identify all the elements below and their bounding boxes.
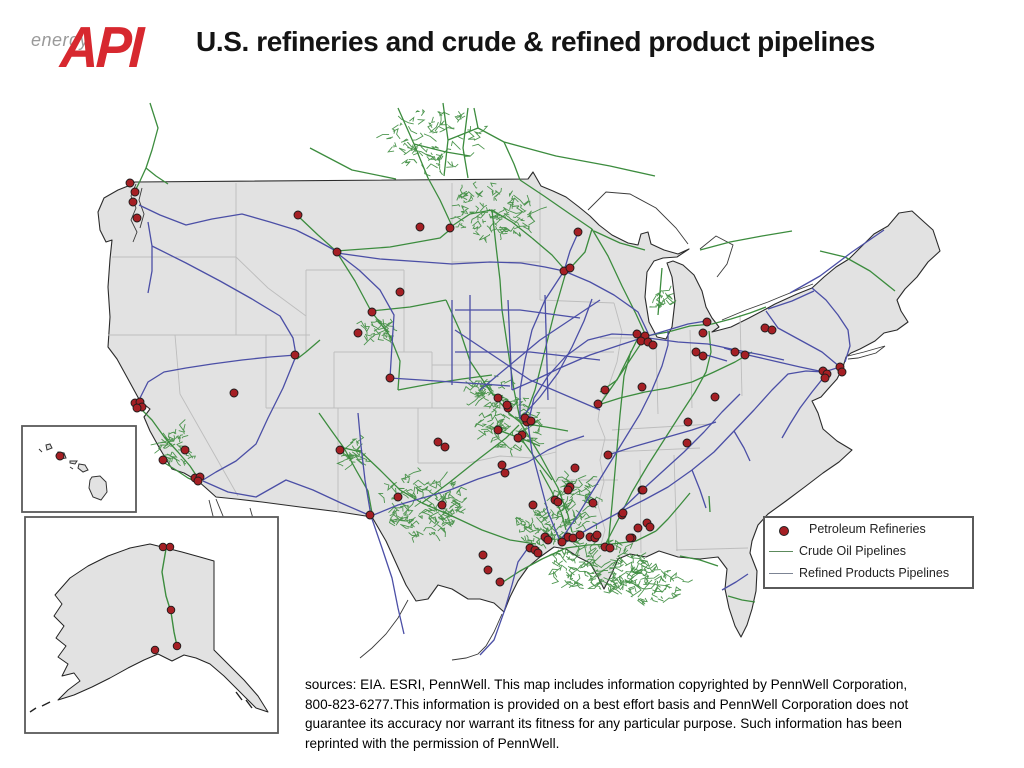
alaska-inset bbox=[24, 516, 279, 734]
page-title: U.S. refineries and crude & refined prod… bbox=[196, 26, 875, 57]
legend-label: Refined Products Pipelines bbox=[799, 566, 950, 580]
legend-row-products: Refined Products Pipelines bbox=[765, 562, 972, 584]
legend-row-refineries: Petroleum Refineries bbox=[765, 518, 972, 540]
products-line-icon bbox=[769, 573, 793, 574]
source-attribution-text: sources: EIA. ESRI, PennWell. This map i… bbox=[305, 677, 909, 751]
legend-label: Petroleum Refineries bbox=[809, 522, 926, 536]
hawaii-inset bbox=[21, 425, 137, 513]
refined-products-pipelines bbox=[136, 204, 885, 656]
refinery-dot-icon bbox=[779, 526, 789, 536]
map-legend: Petroleum Refineries Crude Oil Pipelines… bbox=[763, 516, 974, 589]
legend-row-crude: Crude Oil Pipelines bbox=[765, 540, 972, 562]
crude-line-icon bbox=[769, 551, 793, 552]
api-energy-logo-text: energy bbox=[31, 30, 90, 50]
crude-pipeline-clusters bbox=[150, 108, 693, 607]
refinery-dots bbox=[125, 178, 847, 587]
legend-label: Crude Oil Pipelines bbox=[799, 544, 906, 558]
